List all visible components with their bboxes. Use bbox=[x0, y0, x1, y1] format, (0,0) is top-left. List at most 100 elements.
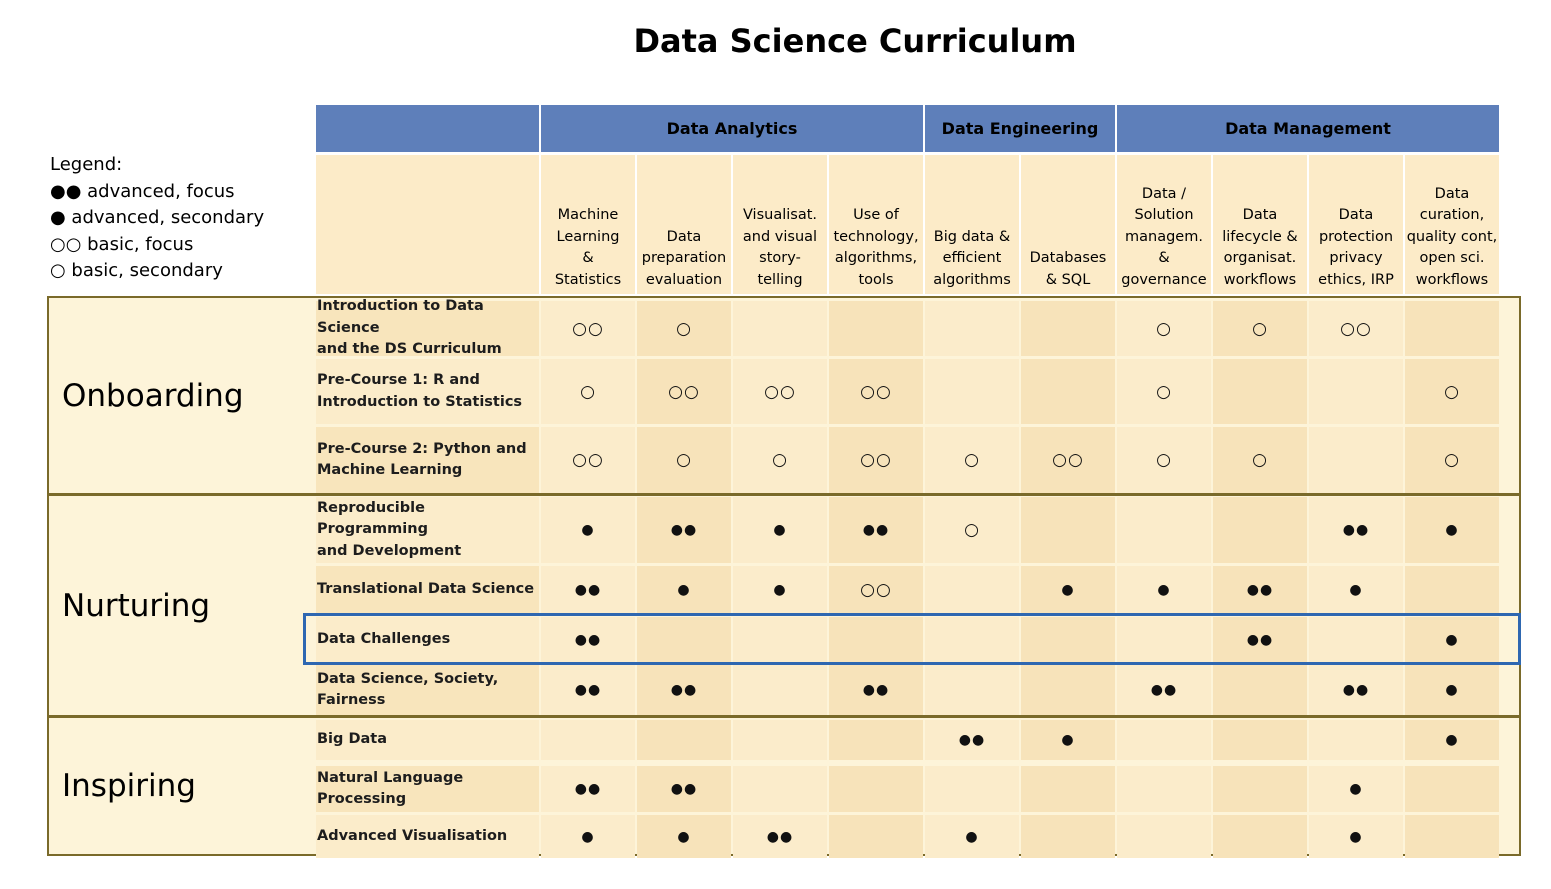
matrix-cell: ○○ bbox=[829, 566, 923, 614]
matrix-cell: ●● bbox=[541, 766, 635, 812]
basic-marker: ○ bbox=[772, 450, 788, 470]
advanced-marker: ●● bbox=[1246, 582, 1274, 598]
matrix-cell bbox=[1021, 815, 1115, 858]
matrix-cell bbox=[1021, 301, 1115, 356]
advanced-marker: ● bbox=[1061, 582, 1075, 598]
course-name: Pre-Course 2: Python and Machine Learning bbox=[316, 427, 539, 493]
matrix-cell: ● bbox=[1405, 617, 1499, 663]
basic-marker: ○○ bbox=[860, 450, 892, 470]
basic-marker: ○○ bbox=[1340, 318, 1372, 339]
matrix-cell: ● bbox=[1021, 720, 1115, 760]
column-header: Databases & SQL bbox=[1021, 155, 1115, 294]
matrix-cell: ○ bbox=[1117, 301, 1211, 356]
course-name: Natural Language Processing bbox=[316, 766, 539, 812]
matrix-cell: ●● bbox=[1213, 566, 1307, 614]
matrix-cell bbox=[541, 720, 635, 760]
basic-marker: ○ bbox=[964, 450, 980, 470]
matrix-cell bbox=[733, 617, 827, 663]
advanced-marker: ● bbox=[1349, 781, 1363, 797]
matrix-cell bbox=[925, 359, 1019, 424]
matrix-cell: ●● bbox=[733, 815, 827, 858]
matrix-cell bbox=[733, 766, 827, 812]
matrix-cell bbox=[1021, 665, 1115, 715]
advanced-marker: ● bbox=[1349, 582, 1363, 598]
advanced-marker: ●● bbox=[574, 781, 602, 797]
basic-marker: ○○ bbox=[668, 381, 700, 402]
column-header: Data preparation evaluation bbox=[637, 155, 731, 294]
matrix-cell: ● bbox=[637, 566, 731, 614]
legend: Legend: ●● advanced, focus ● advanced, s… bbox=[50, 152, 264, 285]
matrix-cell bbox=[1021, 766, 1115, 812]
advanced-marker: ● bbox=[1445, 632, 1459, 648]
advanced-marker: ● bbox=[1061, 732, 1075, 748]
matrix-cell: ● bbox=[1309, 766, 1403, 812]
matrix-cell bbox=[829, 766, 923, 812]
matrix-cell: ● bbox=[541, 497, 635, 563]
matrix-cell: ○ bbox=[541, 359, 635, 424]
matrix-cell bbox=[1117, 815, 1211, 858]
advanced-marker: ●● bbox=[766, 828, 794, 845]
matrix-cell bbox=[1213, 359, 1307, 424]
matrix-cell bbox=[733, 301, 827, 356]
column-header: Machine Learning & Statistics bbox=[541, 155, 635, 294]
matrix-cell bbox=[733, 720, 827, 760]
page-title: Data Science Curriculum bbox=[633, 22, 1077, 60]
header-corner bbox=[316, 105, 539, 152]
matrix-cell: ●● bbox=[637, 766, 731, 812]
matrix-cell: ○ bbox=[637, 301, 731, 356]
matrix-cell bbox=[1309, 720, 1403, 760]
matrix-cell bbox=[1117, 720, 1211, 760]
advanced-marker: ●● bbox=[862, 682, 890, 698]
matrix-cell: ○○ bbox=[541, 427, 635, 493]
advanced-marker: ● bbox=[581, 828, 595, 845]
advanced-marker: ●● bbox=[1150, 682, 1178, 698]
matrix-cell bbox=[925, 301, 1019, 356]
matrix-cell bbox=[829, 617, 923, 663]
advanced-marker: ●● bbox=[958, 732, 986, 748]
matrix-cell bbox=[1213, 665, 1307, 715]
advanced-marker: ● bbox=[581, 522, 595, 538]
course-name: Advanced Visualisation bbox=[316, 815, 539, 858]
matrix-cell bbox=[1309, 359, 1403, 424]
legend-heading: Legend: bbox=[50, 154, 123, 175]
advanced-marker: ● bbox=[965, 828, 979, 845]
matrix-cell bbox=[637, 720, 731, 760]
advanced-marker: ● bbox=[677, 582, 691, 598]
column-header: Big data & efficient algorithms bbox=[925, 155, 1019, 294]
basic-marker: ○ bbox=[676, 450, 692, 470]
phase-label-inspiring: Inspiring bbox=[62, 768, 196, 804]
matrix-cell bbox=[733, 665, 827, 715]
basic-marker: ○ bbox=[1444, 450, 1460, 470]
matrix-cell: ○ bbox=[1405, 359, 1499, 424]
group-header-2: Data Management bbox=[1117, 105, 1499, 152]
phase-label-onboarding: Onboarding bbox=[62, 377, 244, 414]
matrix-cell: ●● bbox=[637, 497, 731, 563]
matrix-cell: ○ bbox=[1405, 427, 1499, 493]
legend-item-basic-focus: ○○ basic, focus bbox=[50, 233, 194, 255]
course-name: Reproducible Programming and Development bbox=[316, 497, 539, 563]
course-name: Translational Data Science bbox=[316, 566, 539, 614]
matrix-cell: ○○ bbox=[829, 359, 923, 424]
matrix-cell: ●● bbox=[541, 566, 635, 614]
matrix-cell bbox=[925, 665, 1019, 715]
matrix-cell bbox=[925, 766, 1019, 812]
matrix-cell bbox=[1213, 815, 1307, 858]
advanced-marker: ●● bbox=[1342, 522, 1370, 538]
basic-marker: ○ bbox=[1156, 450, 1172, 470]
advanced-marker: ●● bbox=[574, 632, 602, 648]
matrix-cell: ○ bbox=[733, 427, 827, 493]
matrix-cell: ● bbox=[733, 566, 827, 614]
advanced-marker: ●● bbox=[670, 522, 698, 538]
column-header: Data curation, quality cont, open sci. workf… bbox=[1405, 155, 1499, 294]
advanced-marker: ● bbox=[1445, 522, 1459, 538]
matrix-cell: ○○ bbox=[733, 359, 827, 424]
matrix-cell: ○○ bbox=[829, 427, 923, 493]
matrix-cell bbox=[637, 617, 731, 663]
matrix-cell bbox=[829, 720, 923, 760]
matrix-cell: ●● bbox=[541, 665, 635, 715]
basic-marker: ○ bbox=[1156, 318, 1172, 339]
basic-marker: ○ bbox=[676, 318, 692, 339]
basic-marker: ○○ bbox=[860, 580, 892, 600]
matrix-cell: ●● bbox=[1309, 497, 1403, 563]
highlight-box bbox=[303, 613, 1521, 665]
